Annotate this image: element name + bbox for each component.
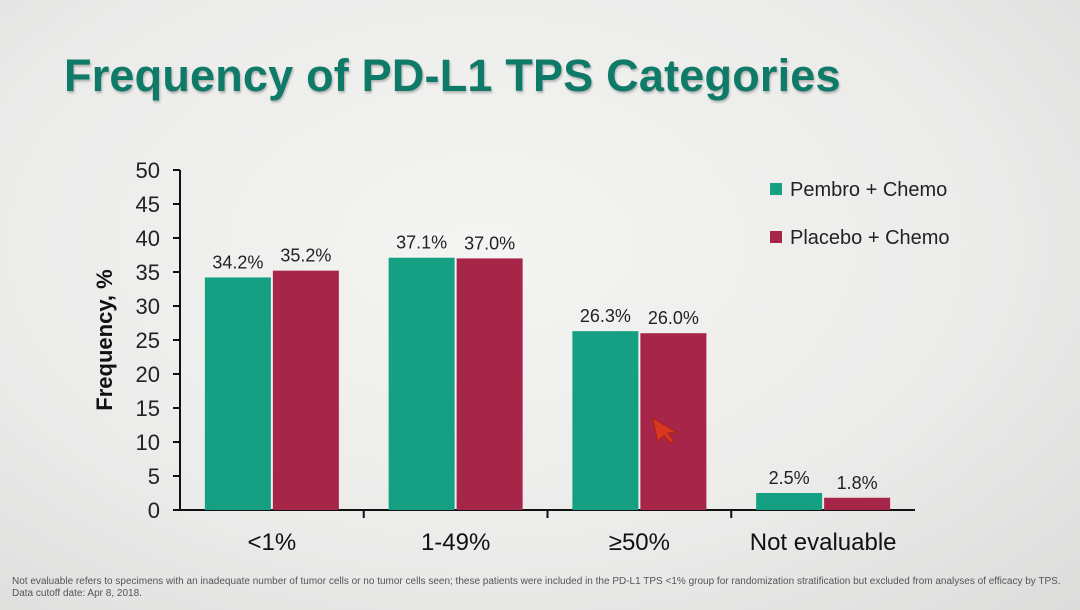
y-tick-label: 5 [148, 464, 160, 489]
y-tick-label: 0 [148, 498, 160, 523]
legend-swatch [770, 231, 782, 243]
y-tick-label: 40 [136, 226, 160, 251]
mouse-pointer-icon [651, 416, 679, 444]
bar [640, 333, 707, 510]
legend-swatch [770, 183, 782, 195]
bar-chart: 0 5 10 15 20 25 30 35 40 45 50 Frequency, % <1% 1-49%… [92, 158, 950, 556]
y-tick-label: 45 [136, 192, 160, 217]
bar [204, 277, 271, 510]
y-axis-title: Frequency, % [92, 269, 117, 410]
bar [388, 257, 455, 510]
data-label: 2.5% [769, 468, 810, 488]
bar [572, 331, 639, 510]
data-label: 34.2% [212, 252, 263, 272]
data-label: 1.8% [837, 473, 878, 493]
page-title: Frequency of PD-L1 TPS Categories [64, 50, 841, 101]
legend-label: Placebo + Chemo [790, 227, 950, 249]
x-category-label: <1% [248, 529, 297, 556]
footnote: Not evaluable refers to specimens with a… [12, 576, 1061, 599]
y-tick-label: 30 [136, 294, 160, 319]
x-category-label: ≥50% [609, 529, 670, 556]
data-label: 37.1% [396, 233, 447, 253]
y-tick-label: 20 [136, 362, 160, 387]
y-tick-label: 10 [136, 430, 160, 455]
bar [272, 270, 339, 510]
bar [824, 497, 891, 510]
data-label: 35.2% [280, 246, 331, 266]
data-label: 37.0% [464, 233, 515, 253]
y-tick-label: 15 [136, 396, 160, 421]
bar [456, 258, 523, 510]
y-tick-label: 50 [136, 158, 160, 183]
legend-label: Pembro + Chemo [790, 179, 947, 201]
x-category-label: 1-49% [421, 529, 490, 556]
data-label: 26.0% [648, 308, 699, 328]
y-tick-label: 35 [136, 260, 160, 285]
x-category-label: Not evaluable [750, 529, 897, 556]
data-label: 26.3% [580, 306, 631, 326]
bar [756, 493, 823, 510]
y-tick-label: 25 [136, 328, 160, 353]
